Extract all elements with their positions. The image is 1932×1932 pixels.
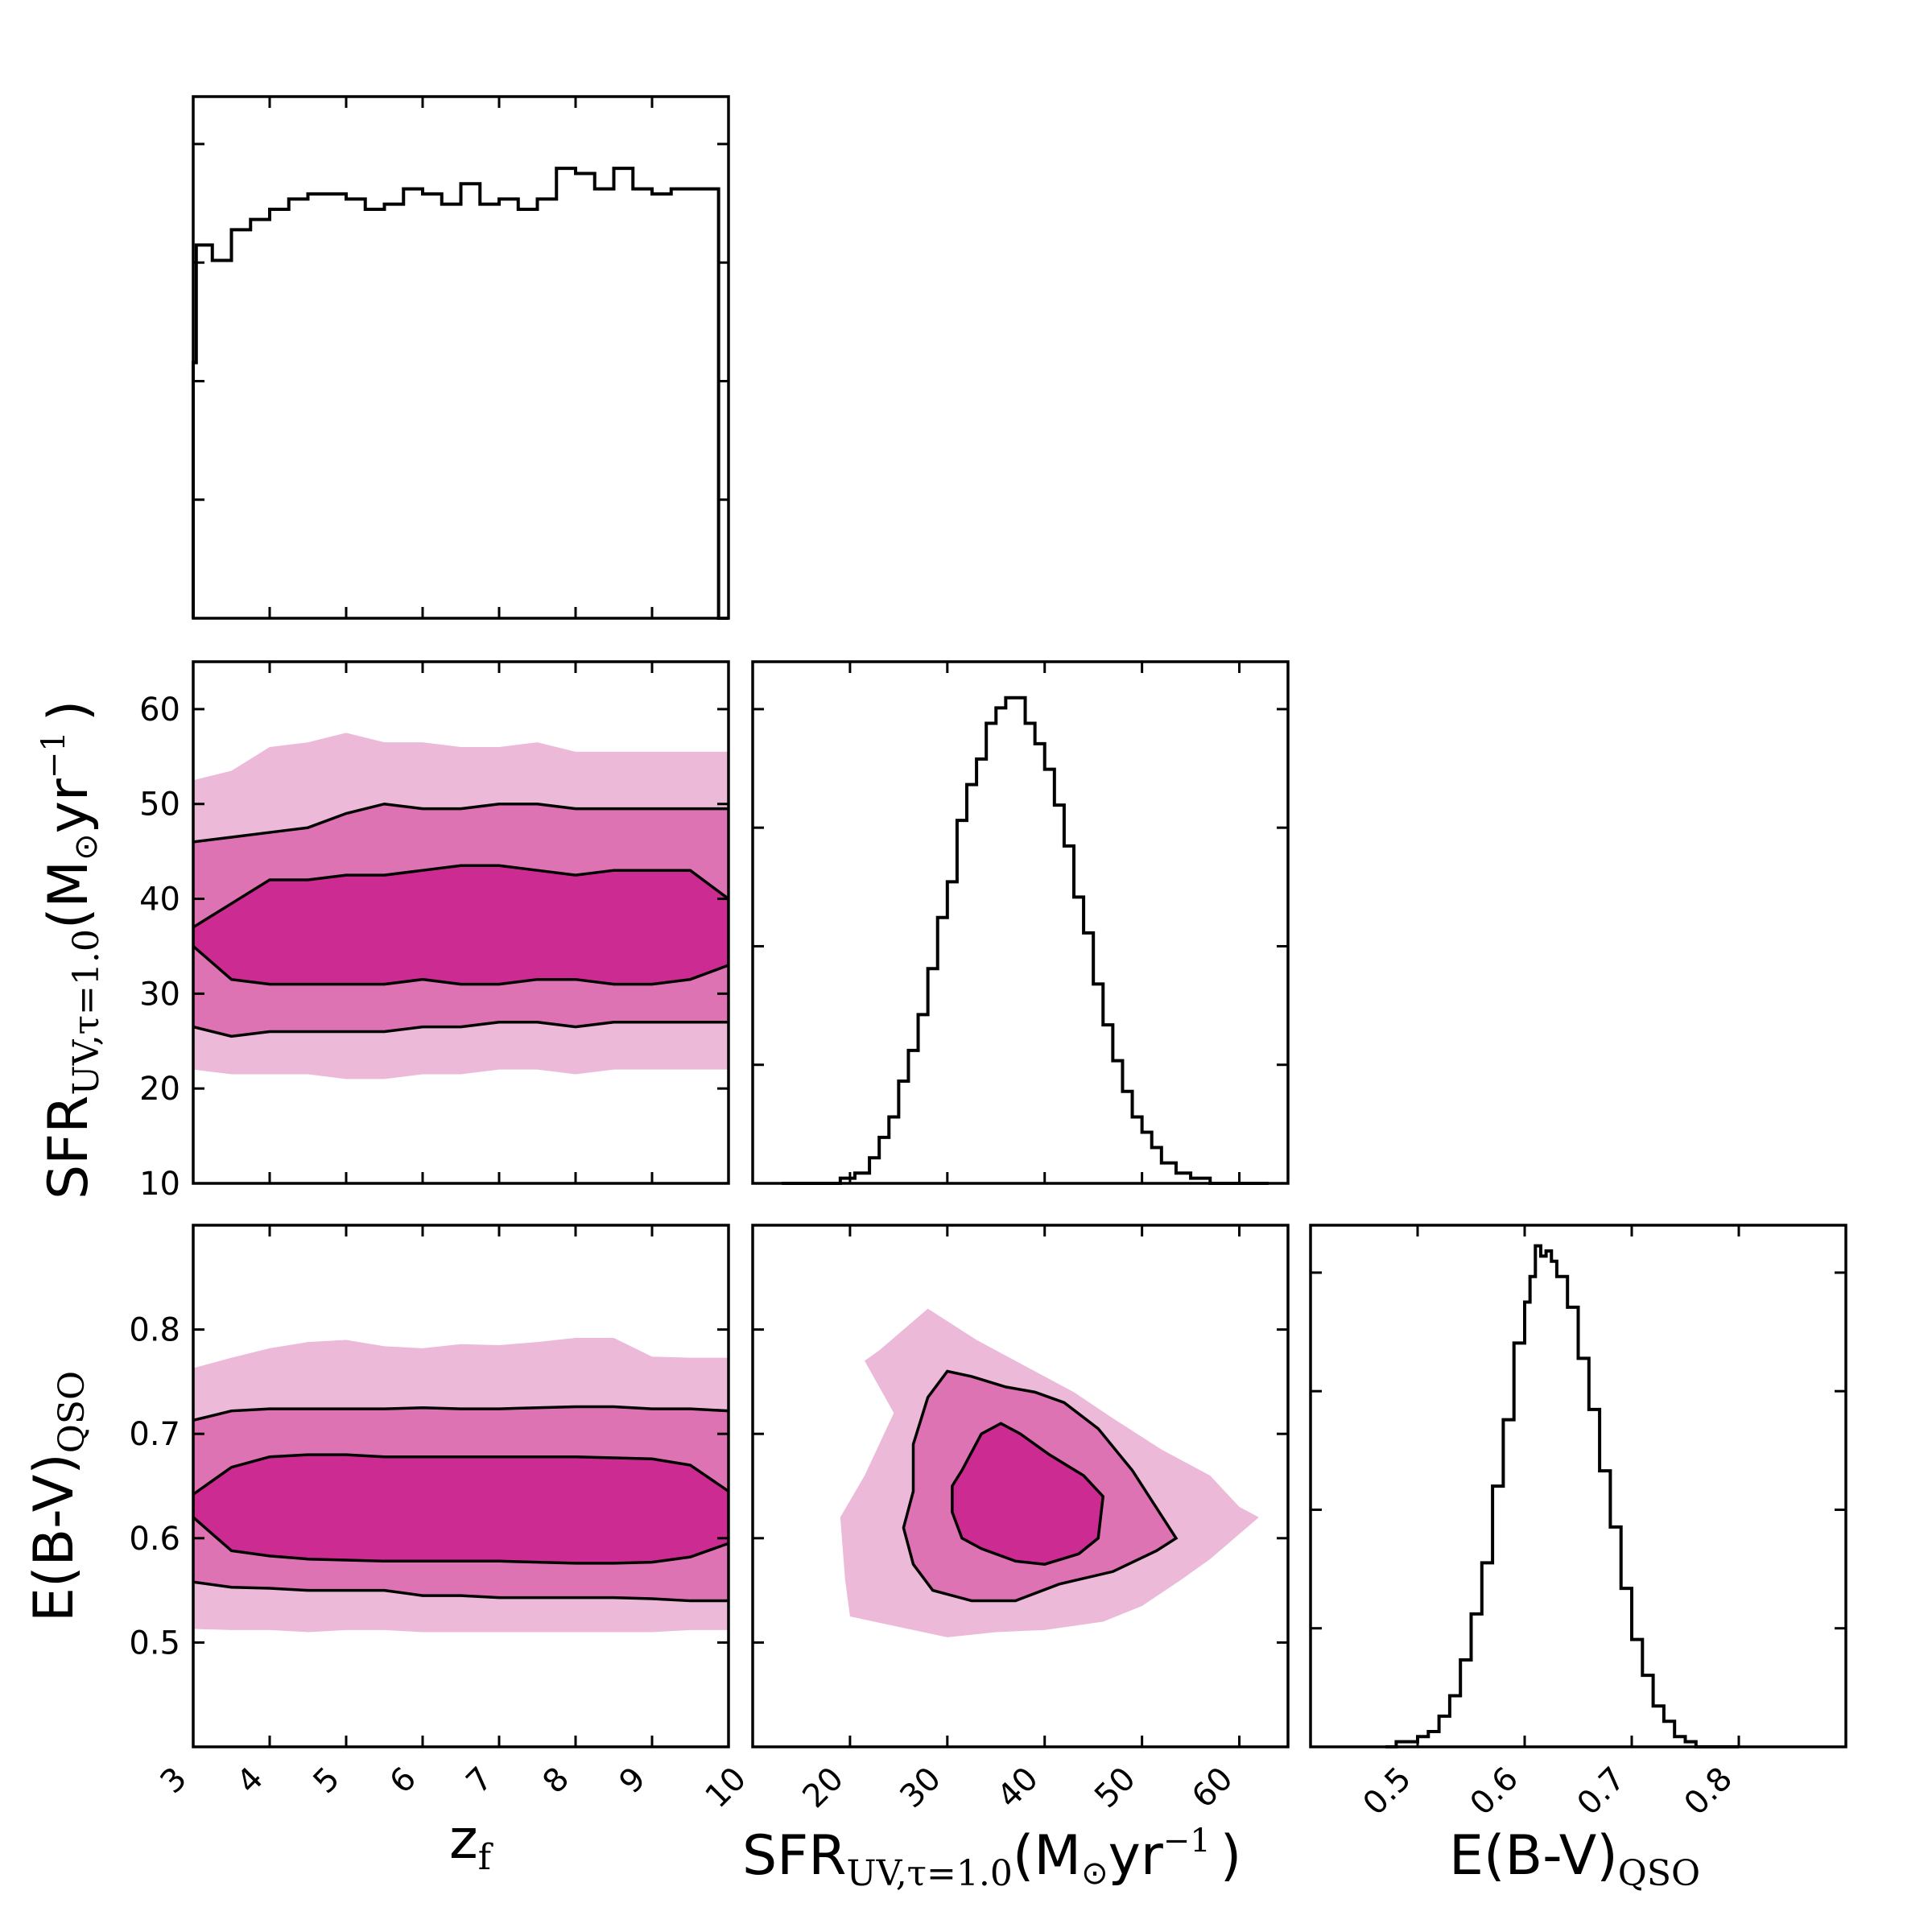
y-tick-label: 40 bbox=[139, 881, 180, 919]
y-tick-label: 10 bbox=[139, 1166, 180, 1203]
panel-frame bbox=[1309, 1224, 1847, 1748]
contour-fill-inner bbox=[193, 865, 729, 985]
panel-ebv-histogram: 0.5 0.6 0.7 0.8 bbox=[1309, 1224, 1847, 1823]
x-tick-label: 10 bbox=[699, 1761, 754, 1816]
panel-sfr-vs-zf: 10 20 30 40 50 60 bbox=[139, 660, 730, 1203]
x-tick-label: 6 bbox=[383, 1761, 424, 1802]
histogram-line bbox=[1385, 1244, 1739, 1748]
panel-frame bbox=[751, 660, 1290, 1185]
x-tick-label: 60 bbox=[1185, 1761, 1241, 1816]
x-tick-label: 3 bbox=[154, 1761, 195, 1802]
y-tick-label: 0.7 bbox=[129, 1416, 180, 1453]
x-tick-label: 0.5 bbox=[1356, 1761, 1419, 1823]
x-tick-label: 50 bbox=[1088, 1761, 1143, 1816]
contour-group bbox=[193, 1337, 729, 1633]
panel-ebv-vs-zf: 3 4 5 6 7 8 9 0.5 0.6 0.7 0.8 bbox=[129, 1224, 730, 1802]
y-tick-label: 60 bbox=[139, 691, 180, 729]
x-tick-label: 0.8 bbox=[1678, 1761, 1740, 1823]
y-tick-label: 50 bbox=[139, 786, 180, 824]
contour-line bbox=[193, 864, 729, 986]
panel-frame bbox=[751, 1224, 1290, 1748]
x-axis-label-sfr: SFRUV,τ=1.0(M⊙yr−1) bbox=[742, 1823, 1241, 1894]
contour-fill-inner bbox=[193, 1455, 729, 1563]
x-tick-label: 4 bbox=[230, 1761, 271, 1802]
x-tick-label: 0.7 bbox=[1571, 1761, 1633, 1823]
x-axis-label-zf: zf bbox=[449, 1808, 493, 1878]
panel-frame bbox=[192, 660, 730, 1185]
contour-fill-inner bbox=[952, 1423, 1104, 1565]
x-tick-label: 9 bbox=[613, 1761, 654, 1802]
contour-line bbox=[902, 1369, 1179, 1603]
panel-sfr-histogram bbox=[751, 660, 1290, 1185]
y-tick-label: 0.6 bbox=[129, 1521, 180, 1558]
y-tick-label: 0.5 bbox=[129, 1624, 180, 1662]
contour-line bbox=[193, 1453, 729, 1565]
histogram-line bbox=[782, 696, 1269, 1185]
contour-line bbox=[193, 1020, 729, 1038]
y-axis-label-sfr: SFRUV,τ=1.0(M⊙yr−1) bbox=[35, 700, 107, 1199]
contour-group bbox=[193, 733, 729, 1080]
y-tick-label: 0.8 bbox=[129, 1312, 180, 1349]
contour-line bbox=[193, 1580, 729, 1603]
x-tick-label: 0.6 bbox=[1463, 1761, 1526, 1823]
x-tick-label: 40 bbox=[990, 1761, 1046, 1816]
panel-ebv-vs-sfr: 10 20 30 40 50 60 bbox=[699, 1224, 1290, 1816]
x-tick-label: 20 bbox=[795, 1761, 851, 1816]
y-tick-label: 20 bbox=[139, 1071, 180, 1108]
y-tick-label: 30 bbox=[139, 976, 180, 1013]
y-axis-label-ebv: E(B-V)QSO bbox=[23, 1371, 93, 1622]
panel-frame bbox=[192, 95, 730, 620]
x-tick-label: 5 bbox=[307, 1761, 348, 1802]
x-axis-label-ebv: E(B-V)QSO bbox=[1449, 1824, 1700, 1894]
histogram-line bbox=[192, 167, 729, 620]
panel-zf-histogram bbox=[192, 95, 730, 620]
x-tick-label: 7 bbox=[460, 1761, 501, 1802]
contour-line bbox=[951, 1422, 1105, 1566]
x-tick-label: 8 bbox=[536, 1761, 577, 1802]
x-tick-label: 30 bbox=[893, 1761, 948, 1816]
contour-line bbox=[193, 802, 729, 844]
panel-frame bbox=[192, 1224, 730, 1748]
contour-line bbox=[193, 1405, 729, 1422]
